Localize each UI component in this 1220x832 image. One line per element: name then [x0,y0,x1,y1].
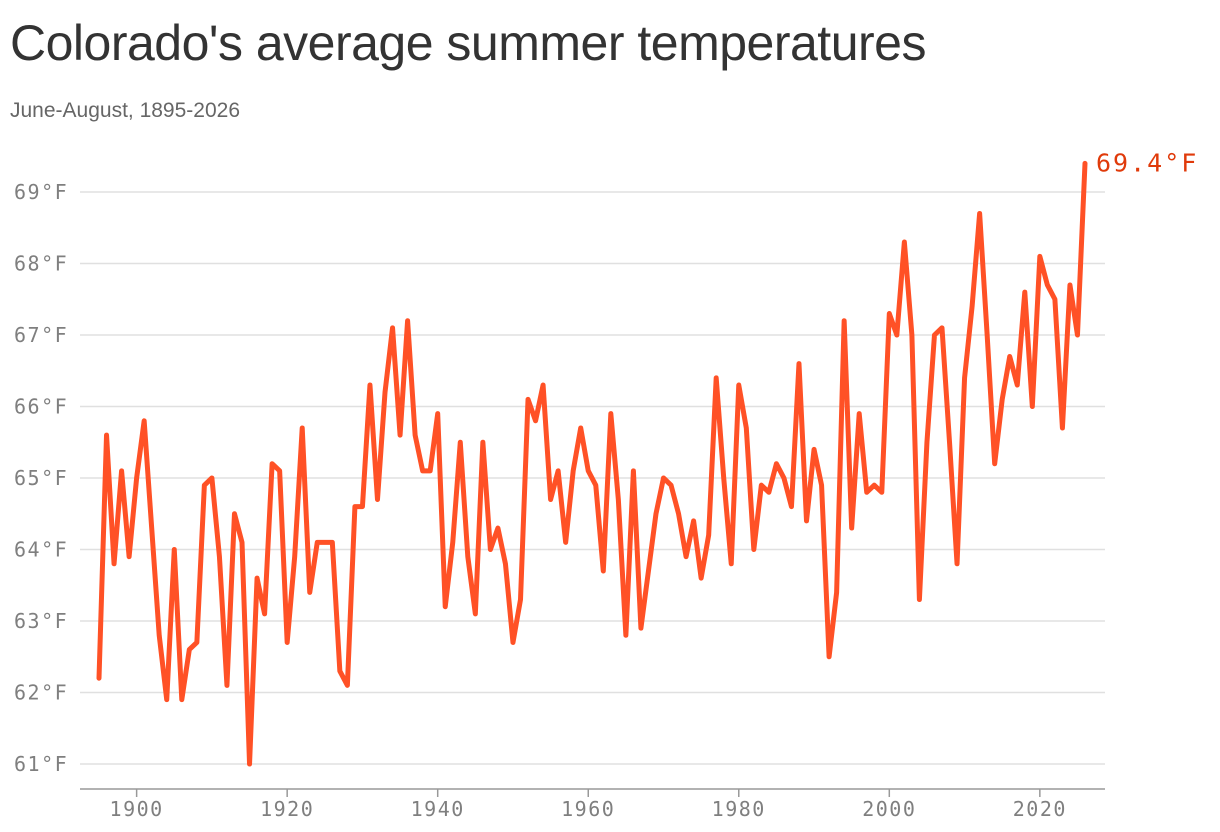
y-tick-label: 61°F [14,752,68,776]
x-tick-label: 1940 [411,797,465,821]
gridlines [80,191,1105,765]
y-tick-label: 64°F [14,538,68,562]
y-tick-label: 67°F [14,323,68,347]
y-tick-label: 65°F [14,466,68,490]
x-tick-label: 2020 [1013,797,1067,821]
y-axis: 61°F 62°F 63°F 64°F 65°F 66°F 67°F 68°F 69°F [14,180,68,776]
x-axis: 1900 1920 1940 1960 1980 2000 2020 [80,788,1105,821]
chart-subtitle: June-August, 1895-2026 [10,99,241,122]
y-tick-label: 62°F [14,681,68,705]
y-tick-label: 68°F [14,252,68,276]
x-tick-label: 1980 [712,797,766,821]
x-tick-label: 2000 [862,797,916,821]
x-tick-label: 1960 [561,797,615,821]
y-tick-label: 63°F [14,609,68,633]
latest-value-label: 69.4°F [1096,148,1198,177]
x-tick-label: 1900 [110,797,164,821]
y-tick-label: 69°F [14,180,68,204]
series-line [96,160,1088,767]
y-tick-label: 66°F [14,395,68,419]
x-tick-label: 1920 [260,797,314,821]
annotation-layer: 69.4°F [1096,148,1198,177]
chart-title: Colorado's average summer temperatures [10,15,926,71]
series-layer [96,160,1088,767]
